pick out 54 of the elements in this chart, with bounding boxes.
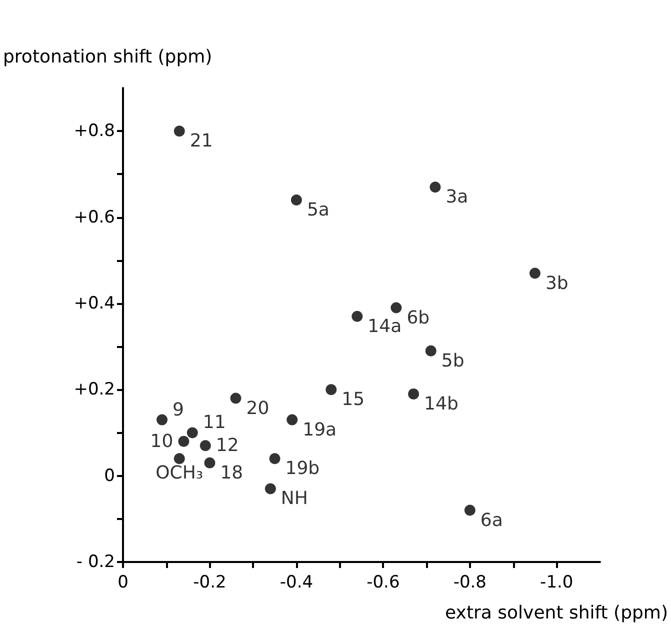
x-axis-title: extra solvent shift (ppm) <box>445 602 668 624</box>
series-label: 14b <box>424 393 458 414</box>
point <box>264 483 276 494</box>
series-label: 18 <box>220 462 244 484</box>
point <box>269 453 280 464</box>
y-axis-title: protonation shift (ppm) <box>3 46 212 68</box>
series-label: 6a <box>480 510 503 531</box>
series-label: 6b <box>406 307 430 328</box>
series-label: 19a <box>302 419 337 440</box>
point <box>178 436 190 447</box>
point <box>390 302 402 314</box>
point <box>529 268 540 279</box>
y-tick-label: +0.8 <box>74 121 115 142</box>
x-tick-label: -0.2 <box>193 572 226 592</box>
series-label: OCH₃ <box>156 462 204 484</box>
point <box>352 310 363 322</box>
point <box>174 126 185 137</box>
series-label: 12 <box>216 435 239 456</box>
y-tick-label: - 0.2 <box>76 552 115 572</box>
x-tick-label: -0.8 <box>453 572 486 592</box>
x-tick-label: -0.4 <box>280 572 314 592</box>
series-label: 5b <box>441 350 464 372</box>
x-tick-label: -1.0 <box>540 572 574 592</box>
point <box>286 414 298 426</box>
series-label: NH <box>280 488 308 510</box>
point <box>200 440 211 452</box>
x-tick-label: 0 <box>118 572 128 592</box>
y-tick-label: +0.6 <box>74 207 115 228</box>
point <box>326 384 337 396</box>
point <box>425 345 436 356</box>
series-label: 19b <box>285 458 320 480</box>
point <box>186 427 198 438</box>
series-label: 9 <box>172 399 184 420</box>
y-tick-label: +0.4 <box>74 293 115 314</box>
point <box>464 504 476 516</box>
point <box>430 182 441 193</box>
y-tick-label: 0 <box>104 466 115 486</box>
series-label: 3b <box>545 272 568 294</box>
series-label: 21 <box>190 130 213 152</box>
series-label: 5a <box>306 200 330 221</box>
series-label: 10 <box>150 430 174 452</box>
point <box>408 388 420 400</box>
series-label: 15 <box>342 389 365 410</box>
point <box>230 392 242 404</box>
point <box>156 414 168 426</box>
y-tick-label: +0.2 <box>74 380 115 400</box>
series-label: 14a <box>368 316 402 337</box>
x-tick-label: -0.6 <box>366 572 400 592</box>
series-label: 3a <box>446 186 468 208</box>
series-label: 20 <box>246 398 270 419</box>
point <box>290 194 302 206</box>
series-label: 11 <box>202 412 226 434</box>
point <box>174 453 185 464</box>
point <box>204 457 216 468</box>
